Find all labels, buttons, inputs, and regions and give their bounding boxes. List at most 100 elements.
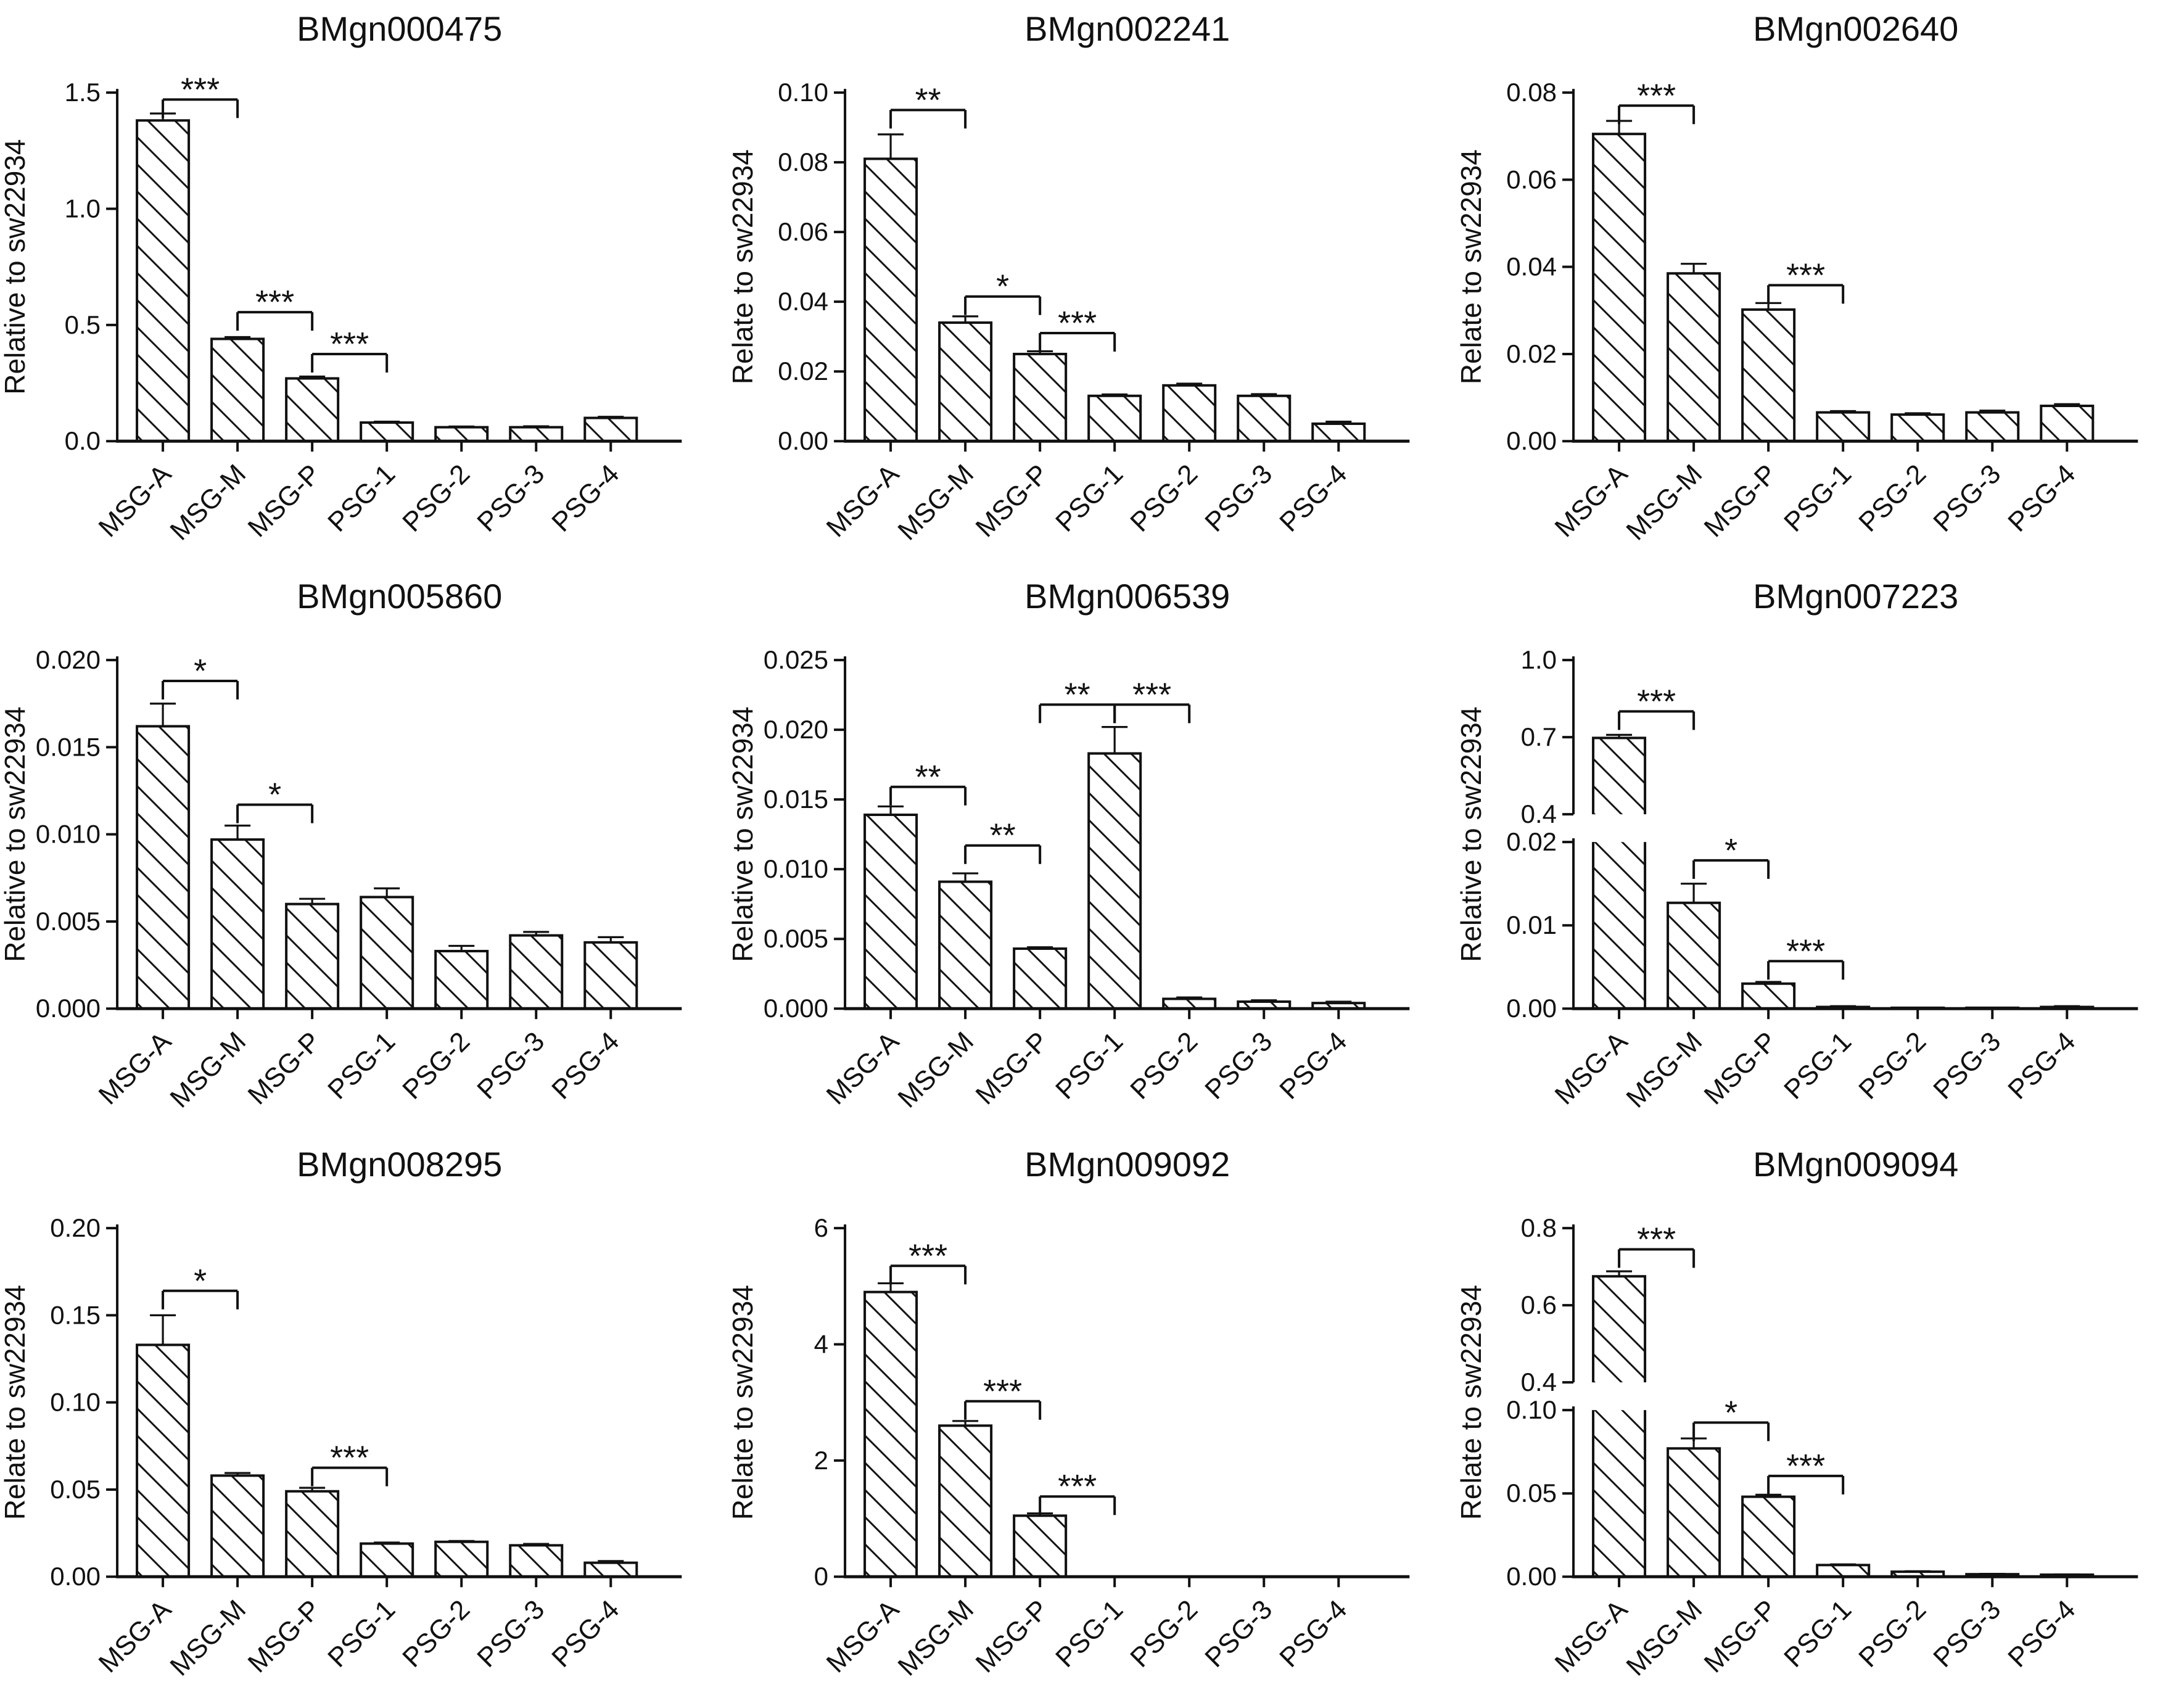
bar-MSG-A	[1591, 133, 1646, 443]
bar-PSG-1	[1087, 752, 1142, 1010]
significance-bracket-MSG-P-PSG-1: ***	[1039, 1468, 1116, 1515]
significance-bracket-MSG-A-MSG-M: ***	[889, 1237, 967, 1284]
x-tick-label-MSG-M: MSG-M	[164, 1026, 252, 1114]
bar-PSG-4	[583, 1561, 638, 1578]
chart-title: BMgn007223	[1753, 577, 1958, 616]
significance-label: *	[1725, 832, 1737, 869]
significance-label: ***	[1132, 677, 1171, 714]
significance-bracket-MSG-M-MSG-P: *	[236, 777, 314, 823]
y-axis-lower: 0.00 0.05 0.10	[1506, 1395, 1575, 1591]
y-tick-label: 0.04	[778, 287, 829, 316]
significance-label: **	[915, 759, 941, 796]
x-tick-label-PSG-1: PSG-1	[1050, 1026, 1129, 1105]
significance-bracket-MSG-P-PSG-1: ***	[1039, 305, 1116, 352]
y-tick-label: 2	[814, 1446, 828, 1475]
significance-bracket-MSG-A-MSG-M: **	[889, 759, 967, 806]
chart-title: BMgn009092	[1024, 1145, 1230, 1184]
bars	[136, 1314, 638, 1578]
y-tick-label: 0.7	[1520, 722, 1556, 751]
bar-PSG-4	[2039, 405, 2094, 443]
significance-bracket-PSG-1-PSG-2: ***	[1113, 677, 1191, 724]
bar-MSG-M	[210, 838, 265, 1010]
significance-bracket-MSG-A-MSG-M: **	[889, 81, 967, 129]
error-bar	[225, 1472, 251, 1475]
y-axis-label: Relative to sw22934	[0, 707, 31, 962]
y-tick-label: 0.005	[36, 907, 101, 936]
bar-MSG-P	[285, 903, 340, 1010]
error-bar	[1680, 263, 1707, 274]
x-tick-label-MSG-M: MSG-M	[892, 1594, 980, 1681]
y-axis-label: Relative to sw22934	[1456, 707, 1487, 962]
x-tick-label-PSG-2: PSG-2	[1853, 1026, 1932, 1105]
x-tick-label-PSG-3: PSG-3	[1927, 1594, 2006, 1673]
y-tick-label: 1.5	[65, 78, 101, 107]
x-tick-label-MSG-A: MSG-A	[1549, 1026, 1633, 1111]
significance-label: ***	[983, 1372, 1022, 1409]
y-axis-label: Relate to sw22934	[0, 1285, 31, 1520]
bar-PSG-2	[1890, 413, 1945, 443]
significance-label: ***	[909, 1237, 947, 1274]
error-bar	[1251, 999, 1277, 1002]
y-tick-label: 0.025	[764, 645, 828, 674]
significance-label: ***	[1058, 305, 1097, 342]
bar-PSG-3	[1237, 394, 1292, 443]
x-tick-label-MSG-M: MSG-M	[892, 1026, 980, 1114]
bar-PSG-1	[360, 421, 414, 443]
significance-bracket-MSG-A-MSG-M: ***	[1617, 1221, 1695, 1268]
y-tick-label: 0.06	[778, 217, 829, 246]
bar-MSG-A	[1593, 1276, 1645, 1382]
x-tick-label-PSG-1: PSG-1	[322, 1026, 401, 1105]
significance-bracket-MSG-A-MSG-M: ***	[1617, 683, 1695, 730]
y-tick-label: 0.00	[1506, 994, 1557, 1023]
x-tick-label-PSG-1: PSG-1	[1050, 1594, 1129, 1673]
bar-PSG-4	[1311, 422, 1366, 443]
bar-MSG-P	[285, 1490, 340, 1578]
bar-MSG-A-lower-segment	[1593, 1409, 1645, 1577]
bars	[1591, 120, 2094, 443]
chart-panel-BMgn009094: BMgn009094 Relate to sw22934 0.4 0.6 0.8 0.00…	[1456, 1136, 2184, 1703]
error-bar	[1979, 1572, 2005, 1575]
x-tick-label-PSG-2: PSG-2	[1125, 459, 1204, 538]
error-bar	[1325, 420, 1352, 424]
bar-MSG-M	[938, 880, 993, 1010]
x-tick-label-MSG-M: MSG-M	[164, 459, 252, 546]
significance-bracket-MSG-A-MSG-M: *	[162, 653, 239, 700]
x-tick-label-PSG-3: PSG-3	[471, 1594, 550, 1673]
chart-title: BMgn000475	[297, 9, 502, 48]
significance-label: ***	[330, 326, 369, 363]
error-bar	[598, 936, 624, 943]
x-tick-label-PSG-4: PSG-4	[2002, 1594, 2081, 1673]
error-bar	[878, 806, 904, 815]
x-tick-label-PSG-1: PSG-1	[1050, 459, 1129, 538]
bar-MSG-M	[210, 1474, 265, 1578]
error-bar	[1605, 1270, 1632, 1276]
chart-panel-BMgn000475: BMgn000475 Relative to sw22934 0.0 0.5 1.0 1.…	[0, 0, 728, 567]
y-axis-lower: 0.00 0.01 0.02	[1506, 827, 1575, 1023]
x-tick-label-MSG-A: MSG-A	[821, 1594, 905, 1678]
bar-PSG-1	[1815, 1563, 1870, 1578]
error-bar	[1829, 410, 1856, 413]
x-tick-label-PSG-3: PSG-3	[471, 459, 550, 538]
error-bar	[523, 931, 550, 936]
x-tick-label-PSG-4: PSG-4	[1274, 1594, 1353, 1673]
significance-label: ***	[1786, 257, 1825, 294]
error-bar	[1176, 382, 1203, 386]
error-bar	[878, 133, 904, 159]
bar-PSG-4	[1311, 1002, 1366, 1010]
x-tick-label-MSG-P: MSG-P	[970, 459, 1055, 543]
y-axis-label: Relate to sw22934	[1456, 149, 1487, 384]
error-bar	[1755, 1493, 1781, 1497]
y-tick-label: 0.01	[1506, 911, 1557, 940]
y-axis-upper: 0.4 0.6 0.8	[1520, 1213, 1575, 1396]
bar-MSG-P	[1741, 308, 1795, 443]
significance-label: *	[1725, 1394, 1737, 1431]
error-bar	[374, 420, 400, 423]
x-tick-label-MSG-P: MSG-P	[242, 1594, 327, 1678]
bars	[136, 112, 638, 443]
bar-MSG-A	[863, 814, 918, 1010]
